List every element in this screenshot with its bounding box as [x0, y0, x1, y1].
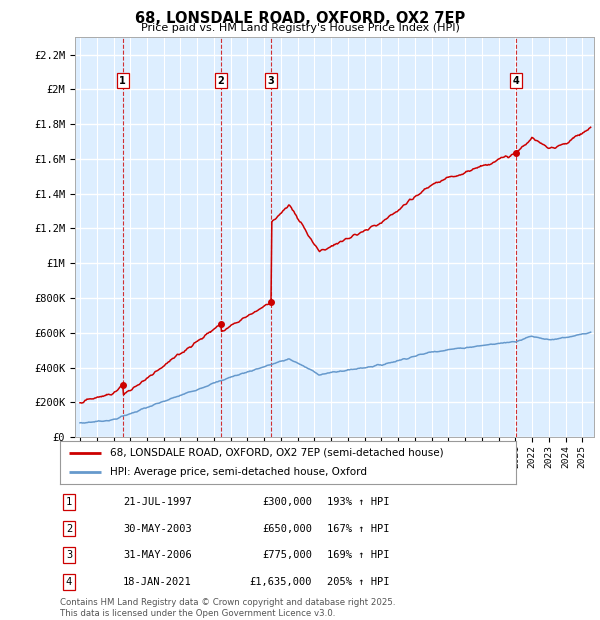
Text: £300,000: £300,000 — [262, 497, 312, 507]
Text: 4: 4 — [66, 577, 72, 587]
Text: 4: 4 — [513, 76, 520, 86]
Text: Contains HM Land Registry data © Crown copyright and database right 2025.
This d: Contains HM Land Registry data © Crown c… — [60, 598, 395, 618]
Text: Price paid vs. HM Land Registry's House Price Index (HPI): Price paid vs. HM Land Registry's House … — [140, 23, 460, 33]
Text: £650,000: £650,000 — [262, 523, 312, 534]
Text: 205% ↑ HPI: 205% ↑ HPI — [327, 577, 389, 587]
Text: 68, LONSDALE ROAD, OXFORD, OX2 7EP: 68, LONSDALE ROAD, OXFORD, OX2 7EP — [135, 11, 465, 25]
Text: £775,000: £775,000 — [262, 550, 312, 560]
Text: 3: 3 — [268, 76, 274, 86]
Text: HPI: Average price, semi-detached house, Oxford: HPI: Average price, semi-detached house,… — [110, 467, 367, 477]
Text: 30-MAY-2003: 30-MAY-2003 — [123, 523, 192, 534]
Text: 3: 3 — [66, 550, 72, 560]
Text: 1: 1 — [66, 497, 72, 507]
Text: 169% ↑ HPI: 169% ↑ HPI — [327, 550, 389, 560]
Text: 18-JAN-2021: 18-JAN-2021 — [123, 577, 192, 587]
Text: 2: 2 — [217, 76, 224, 86]
Text: 2: 2 — [66, 523, 72, 534]
Text: 31-MAY-2006: 31-MAY-2006 — [123, 550, 192, 560]
Text: 21-JUL-1997: 21-JUL-1997 — [123, 497, 192, 507]
Text: 1: 1 — [119, 76, 126, 86]
Text: 193% ↑ HPI: 193% ↑ HPI — [327, 497, 389, 507]
Text: 167% ↑ HPI: 167% ↑ HPI — [327, 523, 389, 534]
Text: 68, LONSDALE ROAD, OXFORD, OX2 7EP (semi-detached house): 68, LONSDALE ROAD, OXFORD, OX2 7EP (semi… — [110, 448, 444, 458]
Text: £1,635,000: £1,635,000 — [250, 577, 312, 587]
